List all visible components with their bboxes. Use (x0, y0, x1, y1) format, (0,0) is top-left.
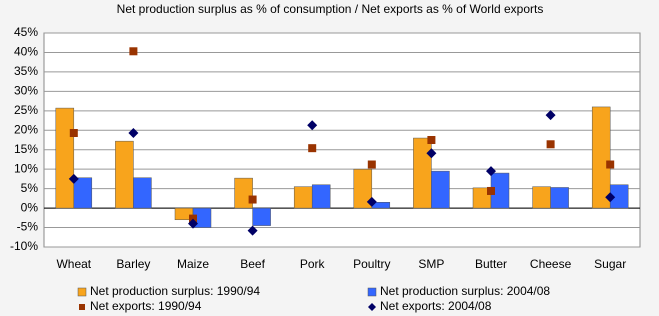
plot-area (43, 32, 641, 248)
legend-label: Net exports: 1990/94 (90, 299, 202, 313)
x-tick-label: Barley (116, 257, 150, 271)
x-tick-label: Beef (240, 257, 265, 271)
bar (73, 177, 93, 209)
y-tick-label: 25% (14, 103, 38, 117)
marker (546, 140, 555, 149)
x-tick-label: Pork (300, 257, 326, 271)
marker (247, 225, 258, 236)
bar (353, 168, 373, 209)
x-tick-label: Wheat (56, 257, 91, 271)
y-tick-label: 45% (14, 25, 38, 39)
bar (55, 107, 75, 209)
marker (367, 160, 376, 169)
bar (431, 170, 450, 209)
y-tick-label: -5% (17, 220, 39, 234)
y-tick-label: 15% (14, 142, 38, 156)
marker (487, 186, 495, 195)
bar (234, 177, 253, 209)
marker (605, 192, 616, 203)
bar (115, 140, 134, 209)
y-tick-label: 5% (21, 181, 39, 195)
x-tick-label: Cheese (530, 257, 572, 271)
y-tick-label: 30% (14, 84, 38, 98)
legend-label: Net production surplus: 1990/94 (90, 284, 260, 298)
y-tick-label: 40% (14, 45, 38, 59)
marker (545, 110, 556, 121)
chart-title: Net production surplus as % of consumpti… (117, 2, 544, 16)
x-tick-label: Sugar (594, 257, 626, 271)
marker (248, 195, 257, 204)
bar (133, 177, 152, 209)
marker (606, 160, 615, 169)
y-tick-label: 0% (21, 200, 39, 214)
marker (128, 127, 139, 138)
bar (252, 207, 271, 226)
marker (307, 120, 318, 131)
bar (293, 186, 313, 209)
x-tick-label: SMP (418, 257, 444, 271)
legend-label: Net production surplus: 2004/08 (380, 284, 550, 298)
x-tick-label: Poultry (353, 257, 390, 271)
bar (591, 106, 611, 209)
marker (189, 214, 197, 223)
x-tick-label: Maize (177, 257, 209, 271)
bar (311, 184, 331, 209)
y-tick-label: 20% (14, 122, 38, 136)
bar (550, 187, 569, 209)
y-tick-label: 35% (14, 64, 38, 78)
marker (308, 144, 317, 153)
legend-label: Net exports: 2004/08 (380, 299, 492, 313)
marker (68, 173, 79, 184)
marker (486, 166, 496, 177)
marker (69, 128, 78, 137)
marker (427, 136, 436, 144)
bar (532, 186, 551, 209)
legend-swatch (79, 304, 85, 310)
bar (413, 137, 432, 209)
marker (129, 47, 138, 56)
legend-swatch (77, 287, 87, 297)
x-tick-label: Butter (475, 257, 507, 271)
y-tick-label: 10% (14, 161, 38, 175)
marker (426, 148, 437, 159)
legend-swatch (367, 287, 377, 297)
y-tick-label: -10% (10, 239, 38, 253)
legend-swatch (368, 303, 376, 311)
marker (366, 196, 377, 207)
marker (188, 218, 198, 229)
